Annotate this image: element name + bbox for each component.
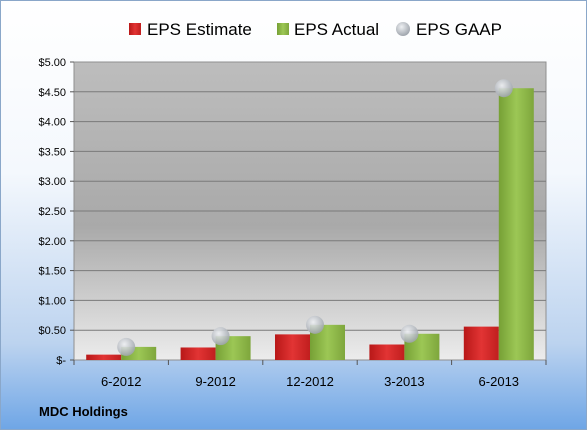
y-tick-label: $3.00 bbox=[38, 176, 66, 188]
x-tick-label: 6-2012 bbox=[101, 374, 141, 389]
y-tick-label: $2.50 bbox=[38, 206, 66, 218]
legend-item-actual: EPS Actual bbox=[277, 20, 379, 39]
bars bbox=[86, 88, 534, 360]
gaap-marker bbox=[211, 327, 230, 346]
bar-estimate bbox=[463, 326, 499, 360]
x-tick-label: 6-2013 bbox=[479, 374, 519, 389]
x-tick-label: 12-2012 bbox=[286, 374, 334, 389]
legend-item-estimate: EPS Estimate bbox=[129, 20, 252, 39]
gaap-marker bbox=[400, 324, 419, 343]
y-tick-label: $3.50 bbox=[38, 146, 66, 158]
y-tick-label: $0.50 bbox=[38, 325, 66, 337]
legend-swatch-gaap bbox=[396, 22, 410, 36]
legend-swatch-estimate bbox=[129, 23, 141, 35]
legend-label-gaap: EPS GAAP bbox=[416, 20, 502, 39]
y-tick-label: $- bbox=[56, 355, 66, 367]
x-tick-label: 9-2012 bbox=[195, 374, 235, 389]
y-tick-label: $2.00 bbox=[38, 236, 66, 248]
company-name: MDC Holdings bbox=[39, 404, 128, 419]
y-tick-label: $1.50 bbox=[38, 266, 66, 278]
legend-swatch-actual bbox=[277, 23, 289, 35]
gaap-markers bbox=[117, 79, 513, 356]
x-tick-label: 3-2013 bbox=[384, 374, 424, 389]
legend-item-gaap: EPS GAAP bbox=[396, 20, 502, 39]
gaap-marker bbox=[117, 337, 136, 356]
y-tick-label: $5.00 bbox=[38, 57, 66, 69]
gaap-marker bbox=[306, 315, 324, 334]
y-tick-label: $1.00 bbox=[38, 295, 66, 307]
x-axis: 6-2012 9-2012 12-2012 3-2013 6-2013 bbox=[73, 360, 547, 389]
bar-estimate bbox=[180, 347, 216, 360]
y-tick-label: $4.00 bbox=[38, 117, 66, 129]
bar-estimate bbox=[86, 354, 122, 360]
legend: EPS Estimate EPS Actual EPS GAAP bbox=[129, 20, 502, 39]
gaap-marker bbox=[494, 79, 513, 98]
y-tick-label: $4.50 bbox=[38, 87, 66, 99]
bar-actual bbox=[498, 88, 534, 360]
legend-label-estimate: EPS Estimate bbox=[147, 20, 252, 39]
y-axis: $5.00 $4.50 $4.00 $3.50 $3.00 $2.50 $2.00 $1.50… bbox=[38, 57, 74, 367]
bar-estimate bbox=[369, 344, 405, 360]
bar-estimate bbox=[275, 334, 310, 360]
legend-label-actual: EPS Actual bbox=[294, 20, 379, 39]
